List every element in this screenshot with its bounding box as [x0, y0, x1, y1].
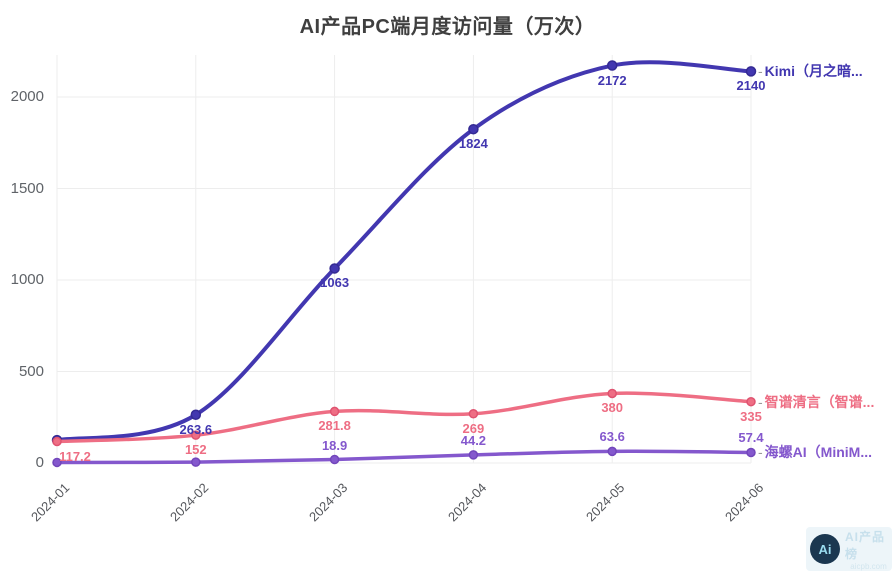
- data-point-1-4[interactable]: [607, 388, 617, 399]
- data-point-2-5[interactable]: [746, 447, 756, 458]
- data-point-2-2[interactable]: [329, 454, 340, 465]
- data-point-1-1[interactable]: [191, 430, 201, 440]
- data-point-0-5[interactable]: [745, 66, 757, 77]
- data-point-0-3[interactable]: [468, 123, 479, 135]
- watermark: Ai AI产品榜 aicpb.com: [806, 527, 892, 571]
- chart-title: AI产品PC端月度访问量（万次）: [299, 16, 596, 38]
- data-point-0-2[interactable]: [329, 263, 340, 274]
- data-point-1-3[interactable]: [468, 409, 479, 419]
- data-point-0-4[interactable]: [606, 60, 618, 71]
- data-point-2-3[interactable]: [468, 450, 479, 460]
- data-point-1-2[interactable]: [329, 406, 340, 417]
- watermark-ai-logo-icon: Ai: [810, 534, 840, 564]
- series-line-1: [55, 391, 753, 444]
- data-point-1-0[interactable]: [52, 436, 62, 447]
- watermark-brand-text: AI产品榜: [845, 529, 886, 561]
- data-point-1-5[interactable]: [746, 396, 756, 407]
- data-point-0-1[interactable]: [190, 409, 202, 421]
- series-line-2: [55, 449, 753, 465]
- data-point-2-4[interactable]: [607, 446, 617, 457]
- watermark-url-text: aicpb.com: [850, 561, 887, 571]
- series-line-0: [55, 60, 753, 443]
- watermark-text: AI产品榜 aicpb.com: [845, 528, 892, 571]
- data-point-2-1[interactable]: [191, 457, 201, 467]
- data-point-2-0[interactable]: [52, 457, 62, 468]
